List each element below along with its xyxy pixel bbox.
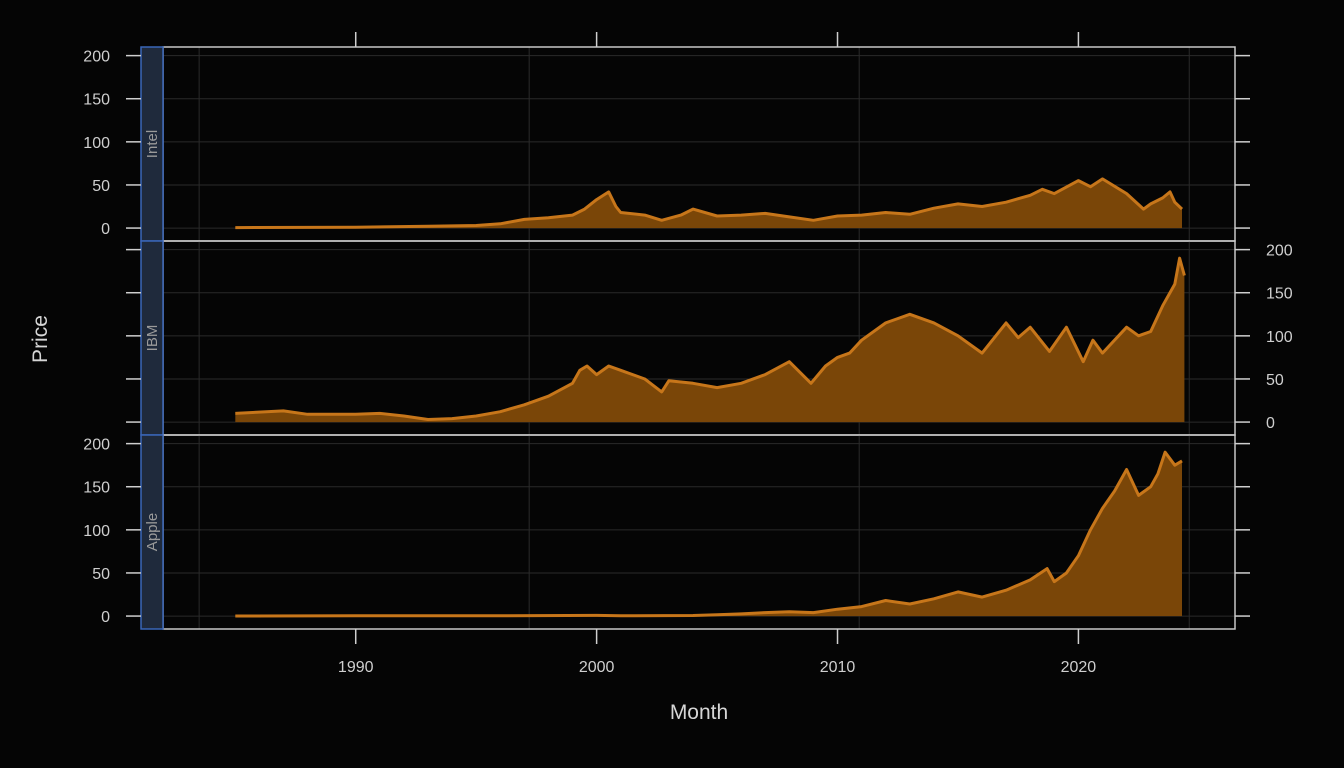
panels: Intel 0 50 100 150 200 IBM 0 50 100 150 200 Apple 0 50…: [83, 46, 1293, 630]
y-tick-label: 100: [83, 135, 110, 152]
series-area-ibm: [235, 258, 1185, 423]
y-tick-label: 200: [83, 437, 110, 454]
y-tick-label: 0: [1266, 415, 1275, 432]
y-tick-label: 50: [92, 178, 110, 195]
y-tick-label: 50: [92, 566, 110, 583]
series-line-apple: [235, 450, 1183, 618]
panel-apple: Apple 0 50 100 150 200: [83, 434, 1250, 630]
x-tick-label: 2010: [820, 659, 856, 676]
series-line-ibm: [235, 256, 1186, 421]
series-area-apple: [235, 452, 1183, 617]
x-tick-label: 2000: [579, 659, 615, 676]
series-area-intel: [235, 178, 1183, 229]
y-tick-label: 200: [83, 49, 110, 66]
panel-intel: Intel 0 50 100 150 200: [83, 46, 1250, 242]
y-tick-label: 50: [1266, 372, 1284, 389]
y-tick-label: 150: [1266, 286, 1293, 303]
axes: 1990 2000 2010 2020: [338, 32, 1096, 676]
strip-label-intel: Intel: [144, 130, 161, 158]
y-tick-label: 150: [83, 480, 110, 497]
y-tick-label: 0: [101, 609, 110, 626]
panel-ibm: IBM 0 50 100 150 200: [126, 240, 1293, 436]
y-tick-label: 100: [83, 523, 110, 540]
x-tick-label: 1990: [338, 659, 374, 676]
strip-label-ibm: IBM: [144, 325, 161, 352]
series-line-intel: [235, 177, 1184, 230]
y-tick-label: 150: [83, 92, 110, 109]
y-axis-title: Price: [29, 315, 52, 363]
x-tick-label: 2020: [1061, 659, 1097, 676]
y-tick-label: 0: [101, 221, 110, 238]
y-tick-label: 200: [1266, 243, 1293, 260]
y-tick-label: 100: [1266, 329, 1293, 346]
strip-label-apple: Apple: [144, 513, 161, 551]
x-axis-title: Month: [670, 701, 728, 724]
strip: [140, 434, 164, 630]
